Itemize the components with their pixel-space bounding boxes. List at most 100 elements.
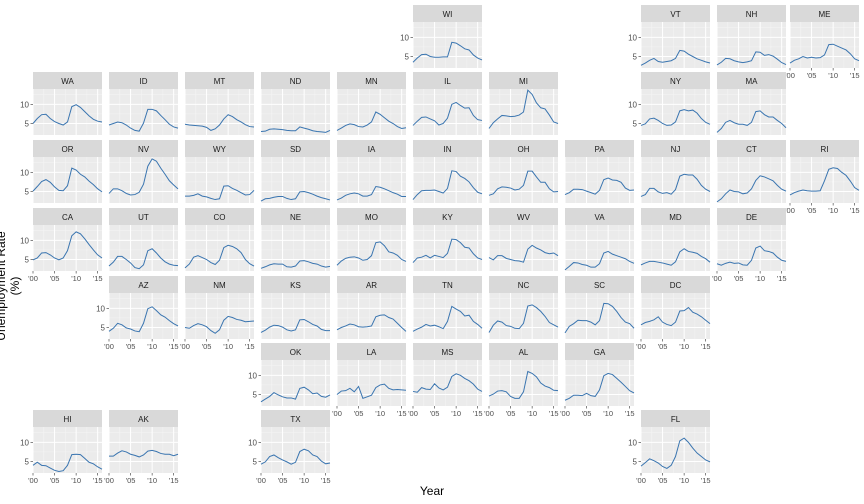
panel-pa: PA <box>564 140 635 203</box>
y-tick-label-vt: 10 <box>628 33 637 42</box>
y-tick-label-wi: 5 <box>405 53 410 62</box>
panel-mt: MT <box>184 72 255 135</box>
x-tick-label-ga: '15 <box>625 409 635 418</box>
panel-nh: NH <box>716 5 787 68</box>
series-line-nv <box>108 158 179 196</box>
strip-co <box>185 208 254 225</box>
x-tick-label-dc: '05 <box>658 342 668 351</box>
x-tick-label-ga: '00 <box>560 409 570 418</box>
strip-in <box>413 140 482 157</box>
x-tick-label-ms: '05 <box>430 409 440 418</box>
y-tick-label-tx: 10 <box>248 438 257 447</box>
panel-bg-ca <box>33 225 102 271</box>
panel-bg-pa <box>565 157 634 203</box>
panel-fl: FL 5 10 '00 '05 '10 '15 <box>628 410 711 485</box>
panel-bg-ne <box>261 225 330 271</box>
y-tick-label-hi: 5 <box>25 458 30 467</box>
strip-al <box>489 343 558 360</box>
strip-va <box>565 208 634 225</box>
x-tick-label-hi: '05 <box>50 476 60 485</box>
panel-bg-ma <box>717 89 786 135</box>
panel-mo: MO <box>336 208 407 271</box>
x-tick-label-ms: '00 <box>408 409 418 418</box>
panel-de: DE '00 '05 '10 '15 <box>712 208 787 283</box>
series-line-wa <box>32 104 103 126</box>
y-tick-label-ok: 10 <box>248 371 257 380</box>
panel-la: LA '00 '05 '10 '15 <box>332 343 407 418</box>
x-tick-label-la: '15 <box>397 409 407 418</box>
panel-bg-fl <box>641 427 710 473</box>
y-axis-label: Unemployment Rate (%) <box>0 231 22 341</box>
strip-md <box>641 208 710 225</box>
panel-bg-ms <box>413 360 482 406</box>
panel-bg-mn <box>337 89 406 135</box>
panel-ok: OK 5 10 <box>248 343 331 406</box>
panel-bg-la <box>337 360 406 406</box>
y-tick-label-wa: 5 <box>25 120 30 129</box>
strip-ma <box>717 72 786 89</box>
panel-bg-wi <box>413 22 482 68</box>
x-tick-label-tx: '10 <box>299 476 309 485</box>
strip-ky <box>413 208 482 225</box>
panel-bg-ky <box>413 225 482 271</box>
x-tick-label-nm: '05 <box>202 342 212 351</box>
x-tick-label-nm: '15 <box>245 342 255 351</box>
x-tick-label-me: '15 <box>850 71 860 80</box>
x-tick-label-me: '05 <box>807 71 817 80</box>
series-line-vt <box>640 49 711 66</box>
panel-ri: RI '00 '05 '10 '15 <box>785 140 860 215</box>
panel-hi: HI 5 10 '00 '05 '10 '15 <box>20 410 103 485</box>
series-line-az <box>108 306 179 333</box>
x-tick-label-ri: '00 <box>785 206 795 215</box>
x-tick-label-ri: '10 <box>828 206 838 215</box>
series-line-wi <box>412 41 483 63</box>
panel-bg-nj <box>641 157 710 203</box>
strip-label-il: IL <box>444 77 451 86</box>
strip-ny <box>641 72 710 89</box>
series-line-wy <box>185 185 255 201</box>
x-tick-label-de: '05 <box>734 274 744 283</box>
panel-ar: AR <box>336 276 407 339</box>
panel-al: AL '00 '05 '10 '15 <box>484 343 559 418</box>
strip-label-nm: NM <box>213 281 226 290</box>
x-tick-label-fl: '15 <box>701 476 711 485</box>
x-tick-label-ca: '05 <box>50 274 60 283</box>
strip-mn <box>337 72 406 89</box>
strip-nv <box>109 140 178 157</box>
panel-ms: MS '00 '05 '10 '15 <box>408 343 483 418</box>
strip-label-ma: MA <box>746 77 759 86</box>
strip-me <box>790 5 859 22</box>
strip-label-vt: VT <box>670 10 680 19</box>
strip-il <box>413 72 482 89</box>
panel-bg-mo <box>337 225 406 271</box>
series-line-ia <box>336 185 406 201</box>
strip-label-mo: MO <box>365 213 378 222</box>
x-tick-label-ms: '10 <box>451 409 461 418</box>
strip-ak <box>109 410 178 427</box>
strip-label-ky: KY <box>442 213 453 222</box>
series-line-ak <box>109 449 179 458</box>
panel-bg-id <box>109 89 178 135</box>
strip-label-wa: WA <box>61 77 74 86</box>
panel-dc: DC '00 '05 '10 '15 <box>636 276 711 351</box>
strip-label-ms: MS <box>442 348 454 357</box>
x-tick-label-dc: '15 <box>701 342 711 351</box>
strip-label-ct: CT <box>746 145 757 154</box>
series-line-sc <box>564 302 635 334</box>
strip-nc <box>489 276 558 293</box>
series-line-co <box>184 244 255 269</box>
x-tick-label-az: '05 <box>126 342 136 351</box>
strip-wy <box>185 140 254 157</box>
series-line-me <box>789 43 860 64</box>
strip-label-ok: OK <box>290 348 302 357</box>
strip-label-ca: CA <box>62 213 74 222</box>
series-line-sd <box>260 190 331 202</box>
strip-label-wv: WV <box>517 213 531 222</box>
strip-label-ak: AK <box>138 415 149 424</box>
series-line-nc <box>488 304 559 333</box>
x-tick-label-fl: '05 <box>658 476 668 485</box>
panel-bg-ks <box>261 293 330 339</box>
strip-label-sc: SC <box>594 281 605 290</box>
x-tick-label-me: '00 <box>785 71 795 80</box>
